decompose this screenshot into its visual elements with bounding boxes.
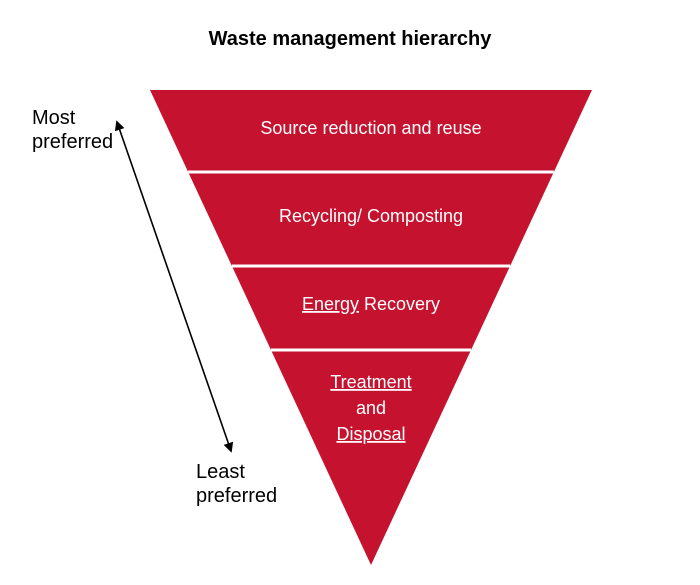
pyramid-shape [150, 90, 592, 565]
tier-label: Treatment [330, 372, 411, 392]
tier-label: and [356, 398, 386, 418]
tier-label: Source reduction and reuse [260, 118, 481, 138]
hierarchy-diagram: Source reduction and reuse Recycling/ Com… [0, 0, 700, 585]
tier-label: Disposal [336, 424, 405, 444]
tier-label: Energy Recovery [302, 294, 440, 314]
tier-label: Recycling/ Composting [279, 206, 463, 226]
